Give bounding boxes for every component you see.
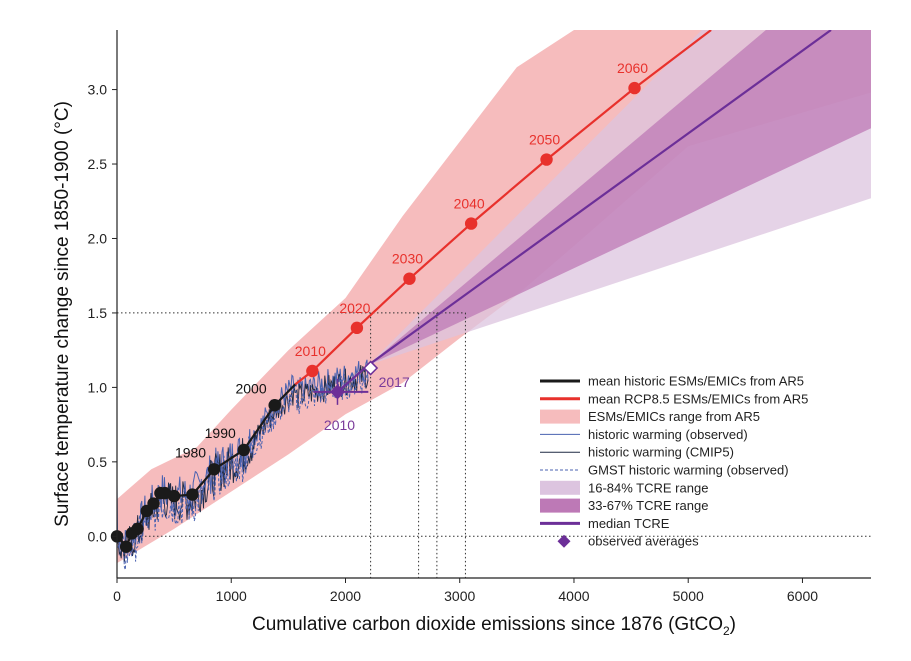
y-tick-label: 2.5	[88, 156, 108, 172]
tcre-33-67-area	[368, 30, 871, 366]
legend-item-label: GMST historic warming (observed)	[588, 463, 789, 478]
legend-item-label: mean RCP8.5 ESMs/EMICs from AR5	[588, 391, 808, 406]
legend-swatch-diamond	[557, 534, 571, 548]
historic-mean-marker	[207, 463, 221, 476]
observed-average-2010-marker	[329, 384, 345, 400]
historic-mean-marker	[119, 540, 133, 553]
legend-swatch-box	[540, 498, 580, 513]
rcp85-mean-marker	[540, 153, 553, 166]
legend-item-label: observed averages	[588, 534, 699, 549]
y-tick-label: 1.0	[88, 379, 108, 395]
historic-mean-marker	[186, 488, 199, 501]
y-tick-label: 2.0	[88, 230, 108, 246]
reference-lines	[117, 312, 871, 578]
x-tick-label: 5000	[673, 588, 704, 604]
legend-swatch-box	[540, 480, 580, 495]
legend-item-label: historic warming (CMIP5)	[588, 445, 734, 460]
historic-mean-marker	[147, 497, 160, 510]
y-tick-label: 0.5	[88, 454, 108, 470]
rcp85-mean-marker	[350, 321, 364, 335]
rcp85-decade-label: 2020	[339, 300, 370, 316]
historic-mean-marker	[237, 443, 251, 457]
legend-swatch-box	[540, 409, 580, 424]
x-axis-title-close: )	[730, 614, 736, 635]
y-tick-label: 3.0	[88, 82, 108, 98]
rcp85-decade-label: 2010	[295, 343, 326, 359]
legend-item-label: mean historic ESMs/EMICs from AR5	[588, 374, 804, 389]
legend-item-label: ESMs/EMICs range from AR5	[588, 409, 760, 424]
legend-item-label: median TCRE	[588, 516, 670, 531]
x-tick-label: 4000	[558, 588, 589, 604]
x-tick-label: 0	[113, 588, 121, 604]
decade-labels: 1980 1990 2000 2010 2020 2030 2040 2050 2060 2010…	[175, 60, 648, 460]
legend-item-label: 16-84% TCRE range	[588, 480, 708, 495]
y-axis-ticks: 0.0 0.5 1.0 1.5 2.0 2.5 3.0	[88, 82, 117, 544]
rcp85-decade-label: 2030	[392, 251, 423, 267]
historic-decade-label: 1990	[205, 425, 236, 441]
y-tick-label: 1.5	[88, 305, 108, 321]
historic-mean-marker	[268, 399, 281, 412]
rcp85-decade-label: 2040	[454, 196, 485, 212]
rcp85-decade-label: 2050	[529, 132, 560, 148]
rcp85-mean-marker	[403, 272, 416, 285]
rcp85-mean-marker	[464, 217, 478, 230]
x-axis-title-subscript: 2	[723, 624, 730, 638]
observed-average-label: 2010	[324, 417, 355, 433]
x-axis-title-main: Cumulative carbon dioxide emissions sinc…	[252, 614, 723, 635]
historic-mean-marker	[131, 522, 144, 536]
x-tick-label: 3000	[444, 588, 475, 604]
x-tick-label: 6000	[787, 588, 818, 604]
rcp85-mean-marker	[628, 81, 641, 95]
legend-item-label: historic warming (observed)	[588, 427, 748, 442]
rcp85-decade-label: 2060	[617, 60, 648, 76]
y-tick-label: 0.0	[88, 528, 108, 544]
observed-average-2017-marker	[363, 360, 379, 376]
x-tick-label: 1000	[216, 588, 247, 604]
historic-mean-marker	[167, 489, 181, 503]
legend-item-label: 33-67% TCRE range	[588, 498, 708, 513]
x-axis-title: Cumulative carbon dioxide emissions sinc…	[252, 614, 736, 638]
legend: mean historic ESMs/EMICs from AR5 mean RC…	[540, 374, 808, 549]
rcp85-mean-marker	[306, 364, 319, 378]
y-axis-title: Surface temperature change since 1850-19…	[52, 101, 73, 527]
observed-average-label: 2017	[379, 374, 410, 390]
x-axis-ticks: 0 1000 2000 3000 4000 5000 6000	[113, 578, 818, 604]
observed-warming-trace	[117, 372, 369, 570]
range-fills	[117, 30, 871, 564]
rcp85-mean-line	[294, 30, 712, 386]
x-tick-label: 2000	[330, 588, 361, 604]
historic-decade-label: 1980	[175, 444, 206, 460]
historic-decade-label: 2000	[235, 380, 266, 396]
